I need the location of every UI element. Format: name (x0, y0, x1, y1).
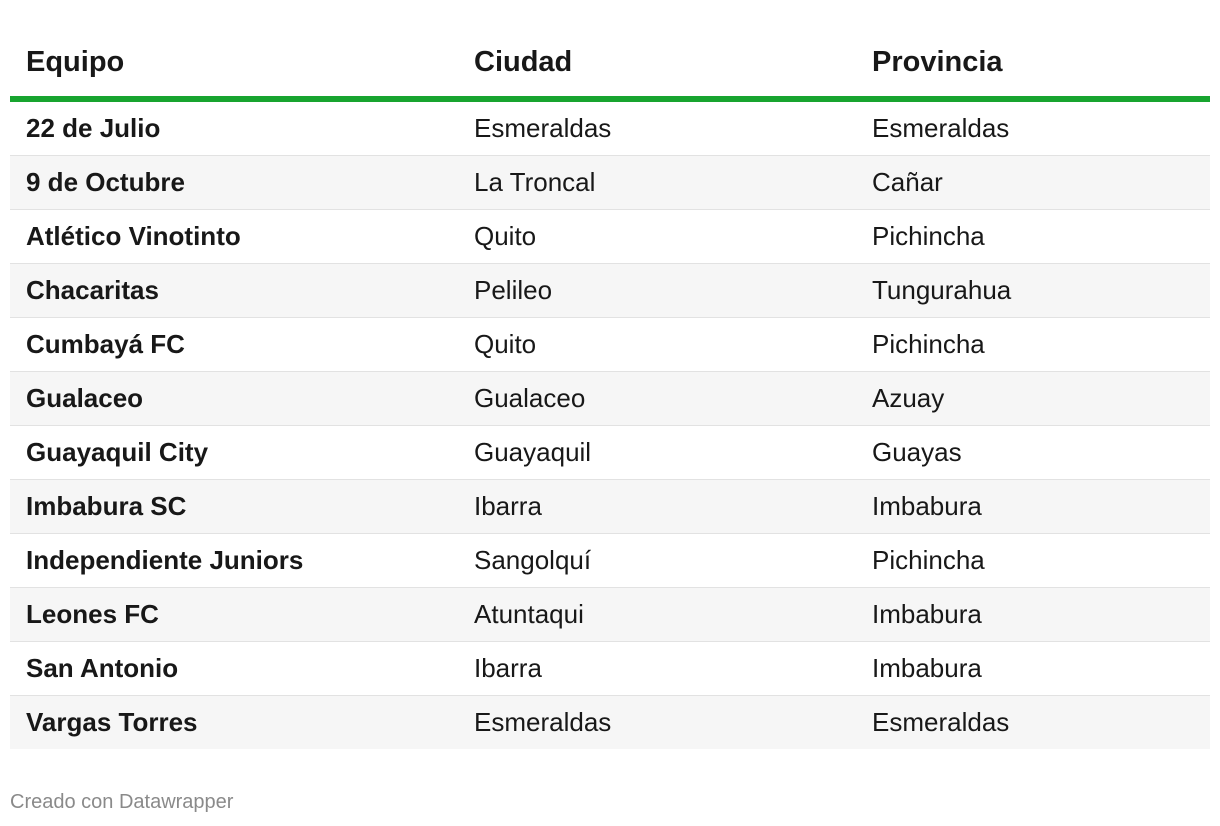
datawrapper-credit[interactable]: Creado con Datawrapper (10, 791, 234, 813)
table-row: Cumbayá FC Quito Pichincha (10, 317, 1210, 372)
table-row: Guayaquil City Guayaquil Guayas (10, 425, 1210, 480)
province-cell: Imbabura (856, 641, 1210, 696)
table-row: Vargas Torres Esmeraldas Esmeraldas (10, 695, 1210, 749)
table-row: Atlético Vinotinto Quito Pichincha (10, 209, 1210, 264)
table-body: 22 de Julio Esmeraldas Esmeraldas 9 de O… (10, 99, 1210, 749)
table-row: Chacaritas Pelileo Tungurahua (10, 263, 1210, 318)
city-cell: Esmeraldas (458, 99, 856, 156)
province-cell: Esmeraldas (856, 695, 1210, 749)
city-cell: Quito (458, 317, 856, 372)
team-cell: Leones FC (10, 587, 458, 642)
city-cell: Guayaquil (458, 425, 856, 480)
table-row: 9 de Octubre La Troncal Cañar (10, 155, 1210, 210)
province-cell: Imbabura (856, 587, 1210, 642)
city-cell: Sangolquí (458, 533, 856, 588)
table-row: Imbabura SC Ibarra Imbabura (10, 479, 1210, 534)
table-row: Independiente Juniors Sangolquí Pichinch… (10, 533, 1210, 588)
province-cell: Azuay (856, 371, 1210, 426)
table-row: 22 de Julio Esmeraldas Esmeraldas (10, 99, 1210, 156)
table-row: San Antonio Ibarra Imbabura (10, 641, 1210, 696)
table-row: Gualaceo Gualaceo Azuay (10, 371, 1210, 426)
column-header-equipo[interactable]: Equipo (10, 29, 458, 102)
table-header: Equipo Ciudad Provincia (10, 29, 1210, 102)
column-header-ciudad[interactable]: Ciudad (458, 29, 856, 102)
city-cell: Ibarra (458, 641, 856, 696)
city-cell: Gualaceo (458, 371, 856, 426)
province-cell: Pichincha (856, 317, 1210, 372)
city-cell: Atuntaqui (458, 587, 856, 642)
team-cell: Guayaquil City (10, 425, 458, 480)
province-cell: Guayas (856, 425, 1210, 480)
team-cell: Imbabura SC (10, 479, 458, 534)
team-cell: Atlético Vinotinto (10, 209, 458, 264)
team-cell: Vargas Torres (10, 695, 458, 749)
province-cell: Tungurahua (856, 263, 1210, 318)
city-cell: Esmeraldas (458, 695, 856, 749)
header-row: Equipo Ciudad Provincia (10, 29, 1210, 102)
team-cell: 9 de Octubre (10, 155, 458, 210)
teams-table-container: Equipo Ciudad Provincia 22 de Julio Esme… (10, 29, 1210, 749)
city-cell: Quito (458, 209, 856, 264)
province-cell: Pichincha (856, 533, 1210, 588)
city-cell: Ibarra (458, 479, 856, 534)
teams-table: Equipo Ciudad Provincia 22 de Julio Esme… (10, 29, 1210, 749)
province-cell: Imbabura (856, 479, 1210, 534)
province-cell: Cañar (856, 155, 1210, 210)
column-header-provincia[interactable]: Provincia (856, 29, 1210, 102)
table-row: Leones FC Atuntaqui Imbabura (10, 587, 1210, 642)
province-cell: Esmeraldas (856, 99, 1210, 156)
team-cell: Cumbayá FC (10, 317, 458, 372)
city-cell: La Troncal (458, 155, 856, 210)
city-cell: Pelileo (458, 263, 856, 318)
team-cell: 22 de Julio (10, 99, 458, 156)
province-cell: Pichincha (856, 209, 1210, 264)
team-cell: Independiente Juniors (10, 533, 458, 588)
team-cell: San Antonio (10, 641, 458, 696)
team-cell: Gualaceo (10, 371, 458, 426)
team-cell: Chacaritas (10, 263, 458, 318)
